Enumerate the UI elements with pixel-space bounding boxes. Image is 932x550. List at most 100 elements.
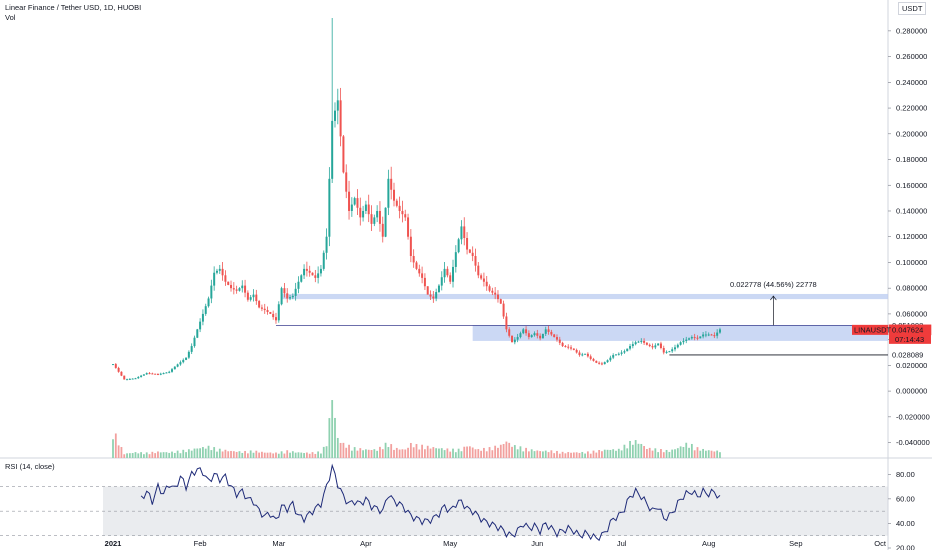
candle-body [609,358,611,361]
candle-body [165,372,167,373]
candle-body [337,100,339,110]
volume-bar [711,451,713,458]
volume-bar [306,453,308,458]
candle-body [208,298,210,306]
candle-body [486,282,488,287]
volume-bar [362,450,364,458]
volume-bar [463,447,465,458]
rsi-tick-label: 40.00 [896,519,915,528]
volume-bar [548,452,550,458]
volume-bar [573,452,575,458]
volume-bar [373,449,375,458]
candle-body [163,373,165,374]
volume-bar [556,451,558,458]
volume-bar [612,449,614,458]
volume-bar [402,449,404,458]
volume-bar [421,445,423,458]
volume-bar [615,451,617,458]
candle-body [581,354,583,355]
candle-body [474,256,476,266]
volume-bar [680,446,682,458]
volume-bar [598,450,600,458]
candle-body [410,237,412,256]
price-tick-label: -0.040000 [896,438,930,447]
volume-bar [444,450,446,458]
candle-body [688,338,690,339]
volume-bar [432,447,434,458]
volume-bar [239,451,241,458]
candle-body [149,373,151,374]
volume-bar [331,400,333,458]
volume-bar [466,447,468,458]
volume-bar [230,451,232,458]
candle-body [160,374,162,375]
candle-body [553,334,555,337]
volume-bar [163,452,165,458]
volume-bar [396,448,398,458]
candle-body [449,275,451,281]
candle-body [320,269,322,274]
candle-body [497,295,499,300]
volume-bar [576,452,578,458]
candle-body [421,273,423,278]
volume-bar [621,450,623,458]
candle-body [216,271,218,273]
candle-body [593,359,595,361]
candle-body [331,121,333,179]
price-tick-label: 0.140000 [896,206,927,215]
candle-body [275,317,277,320]
candle-body [328,179,330,237]
volume-bar [550,450,552,458]
candle-body [491,291,493,293]
candle-body [685,340,687,341]
candle-body [295,289,297,296]
volume-bar [328,418,330,458]
volume-bar [666,450,668,458]
volume-bar [269,453,271,458]
volume-bar [309,454,311,458]
volume-bar [289,453,291,458]
volume-bar [399,450,401,458]
candle-body [359,208,361,218]
candle-body [691,337,693,338]
volume-bar [210,450,212,458]
candle-body [542,334,544,339]
candle-body [382,224,384,237]
volume-bar [359,448,361,458]
volume-bar [668,452,670,458]
candle-body [500,299,502,304]
candle-body [371,214,373,224]
volume-bar [323,447,325,458]
volume-bar [407,448,409,458]
volume-bar [691,444,693,458]
volume-bar [174,453,176,458]
candle-body [716,333,718,336]
candle-body [680,342,682,345]
volume-bar [196,449,198,458]
volume-bar [199,448,201,458]
volume-bar [427,446,429,458]
candle-body [300,275,302,281]
volume-bar [565,453,567,458]
candle-body [171,369,173,372]
candle-body [430,295,432,297]
volume-bar [520,446,522,458]
volume-bar [584,454,586,458]
candle-body [385,208,387,237]
volume-bar [483,448,485,458]
candle-body [168,372,170,373]
candle-body [626,349,628,352]
candle-body [129,379,131,380]
candle-body [494,293,496,295]
volume-bar [208,446,210,458]
volume-bar [261,452,263,458]
time-tick-label: 2021 [105,539,122,548]
candle-body [334,111,336,121]
candle-body [227,282,229,285]
time-tick-label: May [443,539,457,548]
volume-bar [604,450,606,458]
candle-body [463,226,465,238]
candle-body [446,269,448,275]
time-tick-label: Sep [789,539,802,548]
